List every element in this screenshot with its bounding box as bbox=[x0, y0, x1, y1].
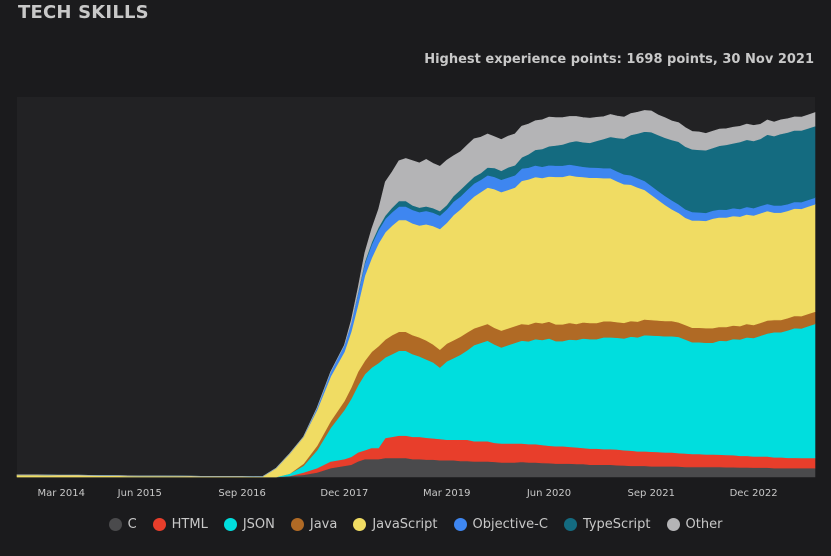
x-tick-label: Jun 2015 bbox=[117, 488, 162, 499]
area-series-other[interactable] bbox=[17, 110, 816, 477]
x-tick-label: Dec 2017 bbox=[320, 488, 368, 499]
legend-swatch bbox=[453, 518, 467, 531]
legend-label: Objective-C bbox=[472, 517, 548, 532]
legend-item-typescript[interactable]: TypeScript bbox=[563, 517, 651, 532]
x-axis: Mar 2014 Jun 2015 Sep 2016 Dec 2017 Mar 2019… bbox=[38, 488, 778, 499]
legend-item-objective-c[interactable]: Objective-C bbox=[453, 517, 548, 532]
legend-label: TypeScript bbox=[582, 517, 651, 532]
legend-item-json[interactable]: JSON bbox=[223, 517, 275, 532]
x-tick-label: Dec 2022 bbox=[730, 488, 778, 499]
legend-label: Other bbox=[685, 517, 723, 532]
section-title: TECH SKILLS bbox=[18, 2, 149, 23]
legend-item-other[interactable]: Other bbox=[666, 517, 723, 532]
highest-experience-note: Highest experience points: 1698 points, … bbox=[424, 52, 814, 67]
legend-item-java[interactable]: Java bbox=[290, 517, 338, 532]
legend-label: JSON bbox=[242, 517, 275, 532]
x-tick-label: Mar 2014 bbox=[38, 488, 86, 499]
legend-swatch bbox=[152, 518, 166, 531]
legend-swatch bbox=[108, 518, 122, 531]
legend-label: HTML bbox=[171, 517, 208, 532]
x-tick-label: Sep 2016 bbox=[218, 488, 265, 499]
legend-swatch bbox=[353, 518, 367, 531]
legend-item-c[interactable]: C bbox=[108, 517, 137, 532]
legend-label: JavaScript bbox=[372, 517, 438, 532]
x-tick-label: Sep 2021 bbox=[628, 488, 675, 499]
legend-item-html[interactable]: HTML bbox=[152, 517, 208, 532]
stacked-area-chart[interactable]: Mar 2014 Jun 2015 Sep 2016 Dec 2017 Mar 2019… bbox=[0, 0, 831, 500]
legend-label: C bbox=[127, 517, 137, 532]
legend-swatch bbox=[666, 518, 680, 531]
legend-swatch bbox=[563, 518, 577, 531]
legend-swatch bbox=[290, 518, 304, 531]
x-tick-label: Mar 2019 bbox=[423, 488, 471, 499]
x-tick-label: Jun 2020 bbox=[526, 488, 571, 499]
legend-item-javascript[interactable]: JavaScript bbox=[353, 517, 438, 532]
legend-label: Java bbox=[309, 517, 338, 532]
legend: C HTML JSON Java JavaScript Objective-C TypeSc… bbox=[0, 517, 831, 532]
area-series-group bbox=[16, 110, 816, 478]
legend-swatch bbox=[223, 518, 237, 531]
